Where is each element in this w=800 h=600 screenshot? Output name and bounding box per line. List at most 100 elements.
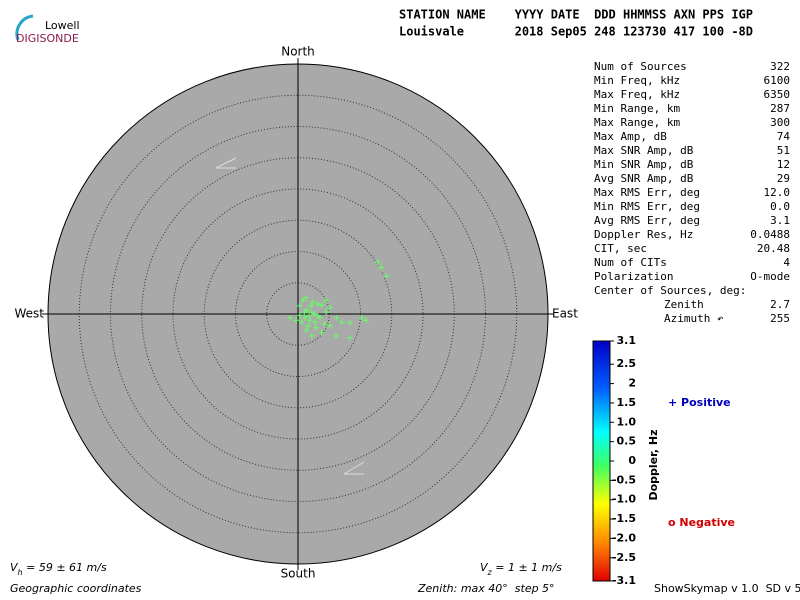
colorbar-tick-label: -1.5 [612, 512, 636, 525]
legend-positive: + Positive [668, 396, 731, 409]
source-point [311, 319, 318, 326]
stat-label: Num of CITs [594, 256, 667, 269]
stat-label: Max Range, km [594, 116, 680, 129]
stat-label: Avg SNR Amp, dB [594, 172, 694, 185]
stat-value: 51 [777, 144, 790, 157]
stat-label: Min RMS Err, deg [594, 200, 700, 213]
source-point [321, 321, 328, 327]
source-point [296, 302, 303, 309]
coords-text: Geographic coordinates [10, 582, 142, 595]
stat-value: O-mode [750, 270, 790, 283]
stat-label: Min Freq, kHz [594, 74, 680, 87]
colorbar-tick-label: -2.0 [612, 531, 636, 544]
stat-value: 287 [770, 102, 790, 115]
stat-value: 6350 [764, 88, 791, 101]
source-point [358, 314, 365, 321]
stat-label: Max Amp, dB [594, 130, 667, 143]
marker [215, 157, 237, 169]
stat-label: Max Freq, kHz [594, 88, 680, 101]
stat-value: 0.0488 [750, 228, 790, 241]
header-line: STATION NAME YYYY DATE DDD HHMMSS AXN PP… [399, 8, 753, 22]
direction-label: North [281, 45, 315, 59]
source-point [303, 294, 310, 301]
legend-negative: o Negative [668, 516, 735, 529]
colorbar-tick-label: -1.0 [612, 493, 636, 506]
source-point [333, 332, 340, 339]
center-value: 2.7 [770, 298, 790, 311]
source-point [346, 334, 353, 341]
stat-value: 4 [783, 256, 790, 269]
source-point [378, 264, 385, 271]
source-point [326, 304, 333, 311]
direction-label: West [14, 307, 44, 321]
source-point [363, 317, 370, 324]
source-point [338, 319, 345, 326]
colorbar-label: Doppler, Hz [647, 429, 660, 500]
source-point [315, 301, 321, 307]
source-point [375, 259, 381, 266]
vh-text: Vh = 59 ± 61 m/s [10, 561, 107, 577]
stat-value: 12 [777, 158, 790, 171]
source-point [300, 297, 306, 304]
center-label: Zenith [664, 298, 704, 311]
colorbar-tick-label: -2.5 [612, 551, 636, 564]
colorbar [592, 340, 611, 582]
vz-text: Vz = 1 ± 1 m/s [480, 561, 562, 577]
stat-label: CIT, sec [594, 242, 647, 255]
source-point [296, 312, 303, 319]
source-point [308, 302, 315, 309]
colorbar-tick-label: 2 [628, 377, 636, 390]
stat-label: Max SNR Amp, dB [594, 144, 694, 157]
version-text: ShowSkymap v 1.0 SD v 5.1 [654, 582, 800, 595]
stat-value: 12.0 [764, 186, 791, 199]
stat-value: 20.48 [757, 242, 790, 255]
source-point [323, 309, 330, 316]
source-point [346, 319, 353, 326]
colorbar-tick-label: 0.5 [617, 435, 637, 448]
colorbar-tick-label: 1.5 [617, 396, 637, 409]
colorbar-tick-label: 2.5 [617, 357, 637, 370]
stat-value: 0.0 [770, 200, 790, 213]
marker [343, 461, 365, 475]
stat-label: Doppler Res, Hz [594, 228, 693, 241]
stats-table: Num of Sources 322 Min Freq, kHz 6100 Max Fr… [594, 60, 790, 325]
source-point [305, 322, 311, 329]
stat-label: Max RMS Err, deg [594, 186, 700, 199]
source-point [308, 332, 315, 339]
stat-label: Avg RMS Err, deg [594, 214, 700, 227]
center-heading: Center of Sources, deg: [594, 284, 746, 297]
logo-arc [15, 14, 34, 41]
source-point [298, 319, 305, 326]
source-point [301, 309, 308, 316]
stat-label: Min Range, km [594, 102, 680, 115]
header-line: Louisvale 2018 Sep05 248 123730 417 100 … [399, 25, 753, 39]
source-point [318, 329, 325, 336]
source-point [318, 302, 325, 309]
source-point [286, 314, 293, 321]
center-label: Azimuth ↶ [664, 312, 724, 325]
stat-value: 6100 [764, 74, 791, 87]
source-point [310, 299, 316, 306]
stat-value: 300 [770, 116, 790, 129]
zenith-text: Zenith: max 40° step 5° [417, 582, 555, 595]
stat-value: 74 [777, 130, 791, 143]
center-value: 255 [770, 312, 790, 325]
source-point [306, 317, 313, 324]
source-point [293, 317, 300, 324]
stat-label: Min SNR Amp, dB [594, 158, 694, 171]
stat-label: Polarization [594, 270, 673, 283]
direction-label: East [552, 307, 578, 321]
source-point [306, 312, 313, 319]
stat-value: 29 [777, 172, 790, 185]
stat-value: 322 [770, 60, 790, 73]
direction-label: South [281, 567, 316, 581]
logo-top: Lowell [45, 19, 80, 32]
source-point [313, 324, 320, 331]
source-point [326, 322, 333, 329]
colorbar-tick-label: -0.5 [612, 473, 636, 486]
colorbar-tick-label: 1.0 [617, 415, 637, 428]
source-point [383, 272, 390, 279]
source-point [301, 314, 308, 321]
logo-bottom: DIGISONDE [16, 32, 79, 45]
